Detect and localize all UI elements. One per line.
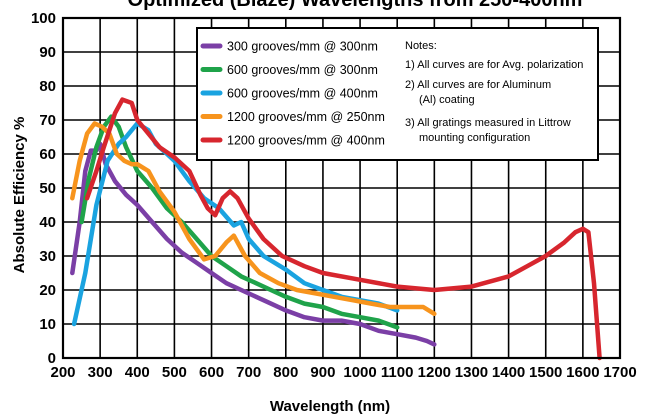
x-axis-label: Wavelength (nm) (270, 398, 390, 415)
y-tick-label: 60 (39, 146, 56, 163)
plot-frame (61, 16, 622, 360)
legend-note: 1) All curves are for Avg. polarization (405, 59, 583, 71)
x-tick-label: 1700 (603, 364, 636, 381)
legend-note: 2) All curves are for Aluminum (405, 79, 551, 91)
legend: 300 grooves/mm @ 300nm 600 grooves/mm @ 3… (196, 27, 599, 161)
axes: 200 300 400 500 600 700 800 900 1000 1100 1200 1300… (31, 10, 637, 381)
legend-note: (Al) coating (419, 94, 475, 106)
chart-title: Optimized (Blaze) Wavelengths from 250-4… (128, 0, 583, 11)
y-tick-label: 10 (39, 316, 56, 333)
legend-entry: 600 grooves/mm @ 400nm (227, 87, 378, 101)
x-tick-label: 1100 (381, 364, 414, 381)
y-tick-label: 30 (39, 248, 56, 265)
series-line (84, 97, 602, 361)
y-tick-label: 70 (39, 112, 56, 129)
x-tick-label: 800 (273, 364, 298, 381)
legend-box (196, 27, 599, 161)
y-tick-label: 0 (48, 350, 56, 367)
y-tick-label: 20 (39, 282, 56, 299)
legend-entry: 1200 grooves/mm @ 250nm (227, 110, 385, 124)
x-tick-label: 500 (162, 364, 187, 381)
y-tick-label: 50 (39, 180, 56, 197)
x-tick-label: 300 (88, 364, 113, 381)
series-lines (70, 97, 602, 361)
x-tick-label: 1500 (529, 364, 562, 381)
legend-note: Notes: (405, 40, 437, 52)
y-tick-label: 80 (39, 78, 56, 95)
legend-entry: 300 grooves/mm @ 300nm (227, 40, 378, 54)
legend-note: mounting configuration (419, 132, 530, 144)
y-axis-label: Absolute Efficiency % (11, 117, 28, 274)
x-tick-label: 600 (199, 364, 224, 381)
series-line (79, 114, 400, 330)
y-tick-label: 100 (31, 10, 56, 27)
x-tick-label: 1300 (455, 364, 488, 381)
x-tick-label: 900 (310, 364, 335, 381)
x-tick-label: 1400 (492, 364, 525, 381)
x-tick-label: 400 (125, 364, 150, 381)
legend-note: 3) All gratings measured in Littrow (405, 117, 571, 129)
x-tick-label: 1000 (343, 364, 376, 381)
x-tick-label: 700 (236, 364, 261, 381)
y-tick-label: 90 (39, 44, 56, 61)
legend-entry: 600 grooves/mm @ 300nm (227, 63, 378, 77)
y-tick-label: 40 (39, 214, 56, 231)
x-tick-label: 200 (50, 364, 75, 381)
legend-entry: 1200 grooves/mm @ 400nm (227, 134, 385, 148)
x-tick-label: 1600 (566, 364, 599, 381)
x-tick-label: 1200 (418, 364, 451, 381)
